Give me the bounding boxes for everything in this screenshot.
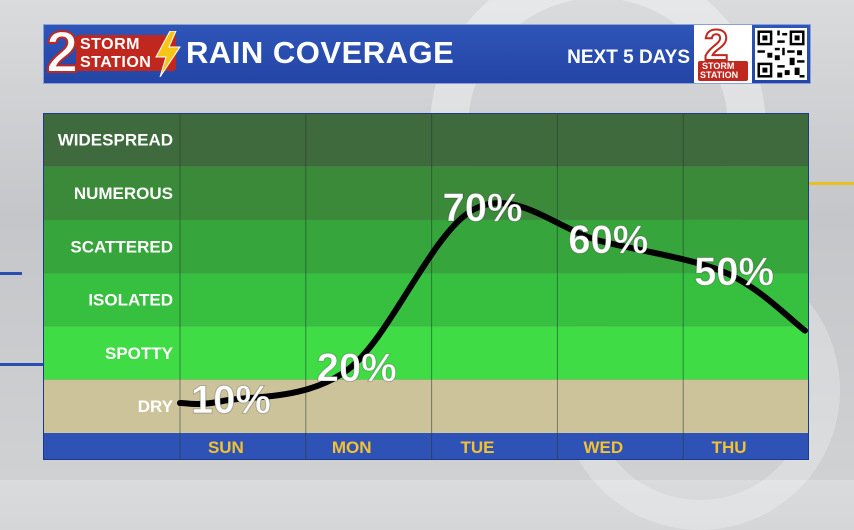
y-level-label: NUMEROUS — [74, 184, 173, 203]
page-subtitle: NEXT 5 DAYS — [567, 47, 690, 68]
y-level-label: WIDESPREAD — [58, 131, 173, 150]
logo-storm-text: STORM — [80, 36, 140, 53]
background-accent-line — [0, 363, 60, 366]
storm-station-logo-small: 2 STORM STATION — [694, 20, 752, 83]
x-axis-band — [43, 433, 809, 460]
qr-code-icon — [755, 28, 807, 80]
logo-station-text: STATION — [80, 54, 152, 71]
x-tick-label: MON — [332, 438, 372, 457]
y-level-label: SPOTTY — [105, 344, 174, 363]
data-label: 20% — [317, 346, 397, 390]
page-title: RAIN COVERAGE — [186, 35, 455, 70]
band-widespread — [43, 113, 809, 167]
logo-storm-text: STORM — [702, 61, 735, 71]
data-label: 10% — [191, 378, 271, 422]
y-level-label: ISOLATED — [88, 291, 173, 310]
band-spotty — [43, 326, 809, 380]
data-label: 60% — [568, 218, 648, 262]
band-isolated — [43, 272, 809, 327]
rain-coverage-chart: DRY SPOTTY ISOLATED SCATTERED NUMEROUS WIDESP… — [43, 113, 809, 460]
header-bar: 2 STORM STATION RAIN COVERAGE NEXT 5 DAY… — [43, 19, 811, 86]
logo-station-text: STATION — [700, 70, 739, 80]
data-label: 50% — [694, 250, 774, 294]
band-numerous — [43, 166, 809, 220]
lightning-bolt-icon — [155, 31, 181, 77]
data-label: 70% — [442, 186, 522, 230]
x-tick-label: THU — [712, 438, 747, 457]
y-level-label: SCATTERED — [70, 237, 173, 256]
background-accent-line — [0, 272, 22, 275]
logo-number: 2 — [703, 20, 730, 71]
y-level-label: DRY — [138, 397, 174, 416]
band-dry — [43, 379, 809, 433]
storm-station-logo: 2 STORM STATION — [44, 19, 181, 86]
x-tick-label: SUN — [208, 438, 244, 457]
x-tick-label: TUE — [461, 438, 495, 457]
background-accent-line — [775, 182, 854, 185]
logo-red-box — [698, 61, 748, 81]
x-tick-label: WED — [583, 438, 623, 457]
series-line — [177, 200, 808, 408]
chart-border — [43, 113, 809, 460]
logo-number: 2 — [45, 19, 79, 86]
